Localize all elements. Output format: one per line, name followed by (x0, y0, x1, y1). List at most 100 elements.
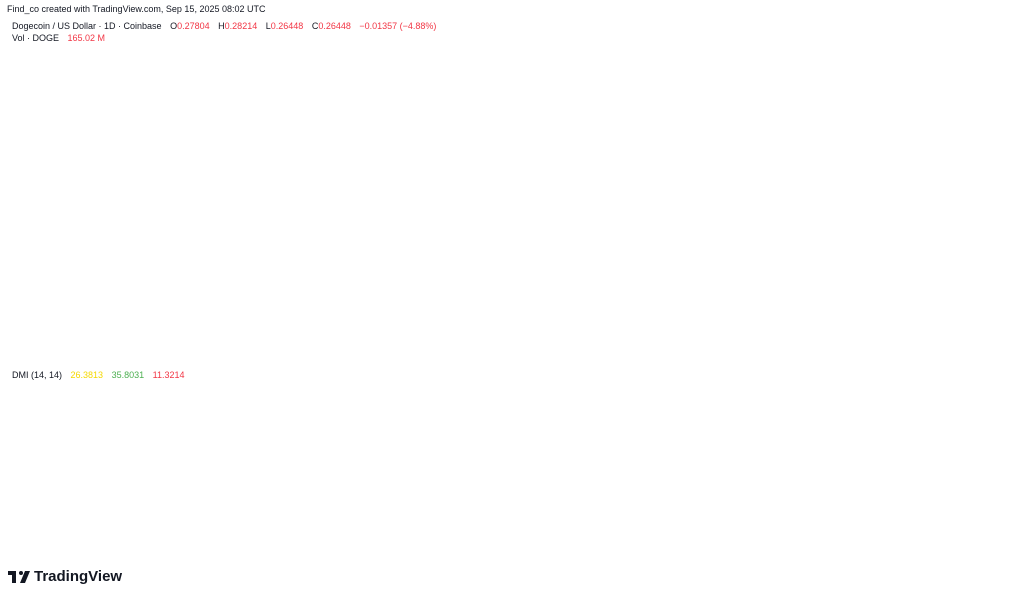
candle-body (738, 252, 742, 257)
candle-body (647, 258, 651, 265)
volume-value: 165.02 M (67, 33, 106, 43)
candle-body (257, 288, 261, 293)
candle-body (183, 286, 188, 296)
candle-body (655, 236, 660, 250)
candle-body (690, 232, 694, 240)
volume-bar (772, 348, 777, 363)
candle-body (244, 286, 248, 291)
candle-body (469, 297, 473, 299)
events-flag-dot-icon (825, 351, 833, 359)
dmi-label[interactable]: DMI (14, 14) (12, 370, 63, 380)
dmi-adx-tag-label: 26.3813 (973, 449, 1006, 459)
candle-body (378, 272, 382, 290)
volume-bar (526, 336, 530, 363)
candle-body (322, 223, 326, 235)
volume-bar (131, 343, 136, 363)
volume-bar (344, 351, 348, 363)
volume-bar (80, 348, 84, 363)
volume-bar (491, 352, 495, 363)
candle-body (543, 267, 547, 269)
candle-body (733, 228, 738, 253)
countdown-tag (926, 206, 968, 218)
candle-body (409, 282, 413, 287)
volume-bar (396, 348, 400, 363)
volume-bar (348, 348, 352, 363)
candle-body (387, 281, 391, 292)
time-tick-label: Aug (618, 543, 637, 554)
last-price-tag (968, 189, 1012, 201)
volume-bar (720, 348, 725, 363)
candle-body (175, 301, 179, 303)
candle-body (452, 305, 456, 310)
chart-credit: Find_co created with TradingView.com, Se… (7, 4, 266, 14)
volume-bar (733, 349, 738, 363)
volume-bar (391, 352, 395, 363)
fib-level-label: 0.618 (0.23954) (852, 220, 916, 230)
volume-bar (400, 353, 404, 363)
volume-bar (577, 317, 582, 363)
volume-bar (279, 340, 283, 363)
dmi-tick-label: 40.0000 (971, 402, 1005, 413)
volume-bar (582, 311, 586, 363)
candle-body (283, 228, 287, 233)
candle-body (417, 284, 421, 288)
candle-body (49, 289, 53, 292)
candle-body (664, 228, 668, 235)
volume-bar (97, 342, 101, 363)
volume-bar (374, 348, 378, 363)
dmi-minus-tag-label: 11.3214 (974, 488, 1006, 498)
volume-bar (517, 353, 521, 363)
volume-bar (651, 346, 655, 363)
candle-body (131, 308, 136, 324)
volume-bar (175, 352, 179, 363)
candle-body (811, 176, 815, 194)
volume-bar (365, 342, 369, 363)
tradingview-logo[interactable]: TradingView (8, 568, 122, 585)
volume-bar (487, 351, 491, 363)
candle-body (426, 288, 430, 291)
volume-label[interactable]: Vol · DOGE (12, 33, 60, 43)
volume-bar (820, 323, 824, 363)
candle-body (253, 288, 257, 292)
candle-body (634, 266, 638, 275)
candle-body (803, 215, 807, 224)
candle-body (383, 289, 387, 292)
candle-body (114, 295, 118, 304)
candle-body (400, 267, 404, 277)
dmi-minus-di-line (7, 421, 823, 524)
symbol-title[interactable]: Dogecoin / US Dollar · 1D · Coinbase (12, 21, 162, 31)
volume-bar (677, 341, 681, 363)
candle-body (660, 228, 664, 237)
volume-bar (19, 345, 23, 363)
volume-bar (153, 353, 157, 363)
price-tick-label: 0.16000 (971, 299, 1005, 310)
volume-bar (625, 340, 629, 363)
candle-body (101, 293, 105, 297)
candle-body (235, 288, 240, 294)
volume-bar (305, 345, 309, 363)
price-tick-label: 0.26000 (971, 200, 1005, 211)
volume-bar (608, 340, 612, 363)
volume-bar (235, 352, 240, 363)
candle-body (201, 284, 205, 286)
candle-body (759, 251, 764, 253)
candle-body (391, 274, 395, 282)
candle-body (625, 244, 629, 257)
volume-bar (49, 349, 53, 363)
volume-bar (690, 340, 694, 363)
events-flag-icon (821, 348, 835, 362)
volume-bar (798, 348, 802, 363)
volume-bar (166, 355, 170, 363)
candle-body (348, 244, 352, 247)
price-tick-label: 0.40000 (971, 62, 1005, 73)
symbol-legend: Dogecoin / US Dollar · 1D · Coinbase O0.… (12, 21, 436, 31)
volume-bar (352, 340, 356, 363)
candle-body (365, 266, 369, 270)
candle-body (807, 193, 811, 216)
candle-body (205, 285, 209, 287)
candle-body (196, 282, 201, 285)
volume-bar (10, 340, 14, 363)
candle-body (222, 286, 227, 290)
candle-body (15, 291, 19, 294)
